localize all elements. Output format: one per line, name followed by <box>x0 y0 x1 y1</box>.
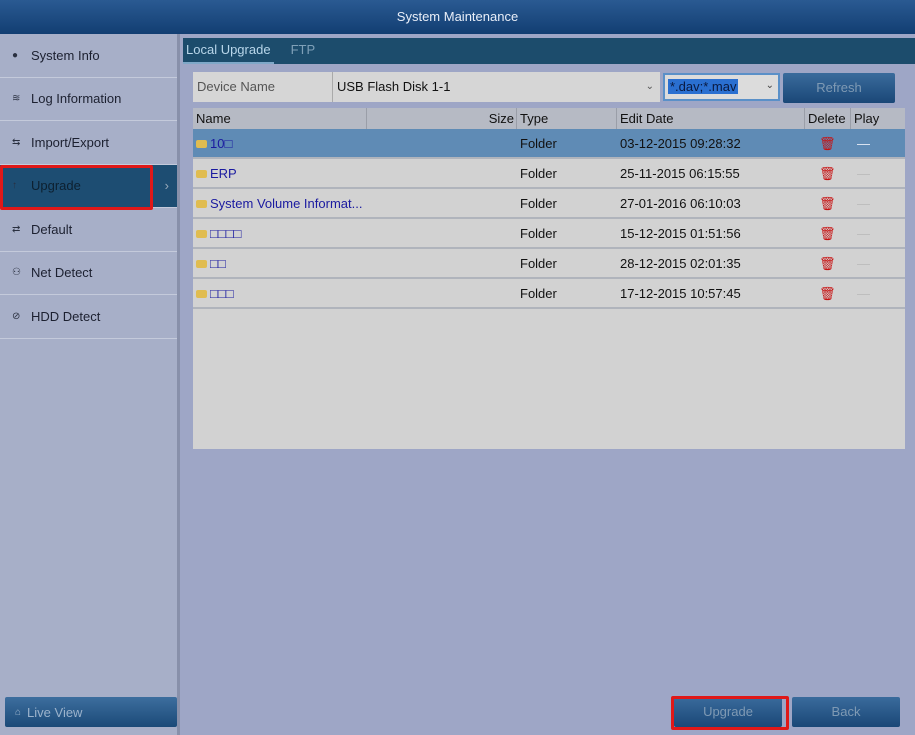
sidebar-item-net-detect[interactable]: ⚇ Net Detect <box>0 252 177 295</box>
file-type: Folder <box>520 286 557 301</box>
import-export-icon: ⇆ <box>12 136 21 148</box>
folder-icon <box>196 170 207 178</box>
sidebar-item-label: Import/Export <box>31 134 110 150</box>
sidebar-item-label: Log Information <box>31 91 122 107</box>
device-name-select[interactable]: USB Flash Disk 1-1 ⌄ <box>333 72 660 102</box>
window-title: System Maintenance <box>0 0 915 34</box>
file-date: 28-12-2015 02:01:35 <box>620 256 741 271</box>
chevron-down-icon: ⌄ <box>645 81 654 92</box>
play-icon[interactable]: — <box>857 256 870 271</box>
folder-icon <box>196 200 207 208</box>
upgrade-icon: ↑ <box>12 180 17 192</box>
sidebar-item-label: Upgrade <box>31 178 81 194</box>
file-name: System Volume Informat... <box>193 189 517 217</box>
chevron-down-icon: ⌄ <box>765 80 774 91</box>
col-edit-date[interactable]: Edit Date <box>617 108 805 129</box>
col-delete[interactable]: Delete <box>805 108 851 129</box>
home-icon: ⌂ <box>15 706 22 718</box>
file-name: ERP <box>193 159 517 187</box>
default-icon: ⇄ <box>12 223 21 235</box>
folder-icon <box>196 140 207 148</box>
col-name[interactable]: Name <box>193 108 367 129</box>
delete-icon[interactable]: 🗑 <box>819 256 836 271</box>
delete-icon[interactable]: 🗑 <box>819 166 836 181</box>
col-type[interactable]: Type <box>517 108 617 129</box>
play-icon[interactable]: — <box>857 136 870 151</box>
highlight-upgrade-button <box>671 696 789 730</box>
chevron-right-icon: › <box>164 178 169 194</box>
table-row[interactable]: System Volume Informat... Folder 27-01-201… <box>193 189 905 219</box>
hdd-detect-icon: ⊘ <box>12 310 21 322</box>
refresh-button[interactable]: Refresh <box>783 73 895 103</box>
device-name-row: Device Name USB Flash Disk 1-1 ⌄ <box>193 72 660 102</box>
log-icon: ≋ <box>12 93 21 105</box>
net-detect-icon: ⚇ <box>12 267 21 279</box>
file-filter-select[interactable]: *.dav;*.mav ⌄ <box>663 73 780 101</box>
live-view-button[interactable]: ⌂ Live View <box>5 697 177 727</box>
tab-bar: Local Upgrade FTP <box>183 38 915 64</box>
sidebar-item-upgrade[interactable]: ↑ Upgrade › <box>0 164 177 208</box>
file-date: 17-12-2015 10:57:45 <box>620 286 741 301</box>
file-date: 03-12-2015 09:28:32 <box>620 136 741 151</box>
table-row[interactable]: ERP Folder 25-11-2015 06:15:55 🗑 — <box>193 159 905 189</box>
folder-icon <box>196 260 207 268</box>
file-name: □□□□ <box>193 219 517 247</box>
delete-icon[interactable]: 🗑 <box>819 196 836 211</box>
table-row[interactable]: □□ Folder 28-12-2015 02:01:35 🗑 — <box>193 249 905 279</box>
tab-local-upgrade[interactable]: Local Upgrade <box>183 38 274 64</box>
play-icon[interactable]: — <box>857 166 870 181</box>
table-row[interactable]: □□□ Folder 17-12-2015 10:57:45 🗑 — <box>193 279 905 309</box>
tab-ftp[interactable]: FTP <box>290 42 316 57</box>
delete-icon[interactable]: 🗑 <box>819 226 836 241</box>
info-icon: ● <box>12 49 19 61</box>
file-name: 10□ <box>193 129 517 157</box>
main-panel: Local Upgrade FTP Device Name USB Flash … <box>183 34 915 735</box>
file-table: Name Size Type Edit Date Delete Play 10□… <box>193 108 905 449</box>
sidebar-item-label: HDD Detect <box>31 308 101 324</box>
sidebar: ● System Info ≋ Log Information ⇆ Import/Expo… <box>0 34 180 735</box>
table-row[interactable]: 10□ Folder 03-12-2015 09:28:32 🗑 — <box>193 129 905 159</box>
delete-icon[interactable]: 🗑 <box>819 286 836 301</box>
delete-icon[interactable]: 🗑 <box>819 136 836 151</box>
file-name: □□□ <box>193 279 517 307</box>
sidebar-item-label: System Info <box>31 47 100 63</box>
file-date: 15-12-2015 01:51:56 <box>620 226 741 241</box>
sidebar-item-label: Net Detect <box>31 265 93 281</box>
col-play[interactable]: Play <box>854 111 880 126</box>
sidebar-item-log-information[interactable]: ≋ Log Information <box>0 78 177 121</box>
table-row[interactable]: □□□□ Folder 15-12-2015 01:51:56 🗑 — <box>193 219 905 249</box>
file-name: □□ <box>193 249 517 277</box>
file-type: Folder <box>520 196 557 211</box>
folder-icon <box>196 290 207 298</box>
table-header: Name Size Type Edit Date Delete Play <box>193 108 905 129</box>
file-type: Folder <box>520 136 557 151</box>
file-type: Folder <box>520 226 557 241</box>
sidebar-item-label: Default <box>31 221 73 237</box>
device-name-label: Device Name <box>193 72 333 102</box>
sidebar-item-default[interactable]: ⇄ Default <box>0 208 177 252</box>
file-date: 27-01-2016 06:10:03 <box>620 196 741 211</box>
play-icon[interactable]: — <box>857 286 870 301</box>
play-icon[interactable]: — <box>857 196 870 211</box>
highlight-upgrade-menu <box>0 165 153 210</box>
folder-icon <box>196 230 207 238</box>
sidebar-item-import-export[interactable]: ⇆ Import/Export <box>0 121 177 165</box>
sidebar-item-system-info[interactable]: ● System Info <box>0 34 177 78</box>
play-icon[interactable]: — <box>857 226 870 241</box>
back-button[interactable]: Back <box>792 697 900 727</box>
sidebar-item-hdd-detect[interactable]: ⊘ HDD Detect <box>0 295 177 339</box>
upgrade-button[interactable]: Upgrade <box>674 697 782 727</box>
file-type: Folder <box>520 256 557 271</box>
file-date: 25-11-2015 06:15:55 <box>620 166 740 181</box>
col-size[interactable]: Size <box>367 108 517 129</box>
file-type: Folder <box>520 166 557 181</box>
